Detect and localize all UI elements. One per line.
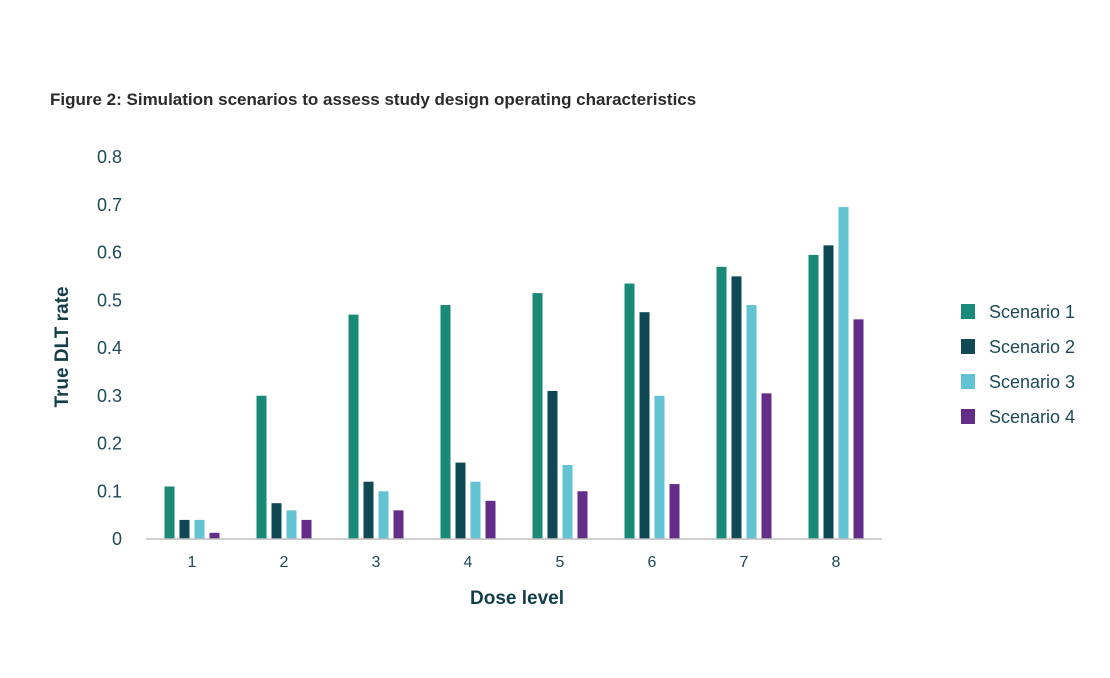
bar: [470, 481, 481, 539]
bar: [485, 500, 496, 539]
bar: [393, 510, 404, 539]
x-tick-label: 3: [372, 554, 381, 571]
legend-label: Scenario 3: [989, 372, 1075, 392]
y-tick-label: 0: [112, 529, 122, 549]
y-axis-ticks: 0 0.1 0.2 0.3 0.4 0.5 0.6 0.7 0.8: [97, 147, 122, 549]
bar: [823, 245, 834, 539]
legend-swatch: [961, 409, 975, 424]
bar: [194, 519, 205, 539]
bars: [164, 207, 864, 539]
bar: [209, 532, 220, 539]
x-tick-label: 8: [832, 554, 841, 571]
x-axis-ticks: 1 2 3 4 5 6 7 8: [188, 554, 841, 571]
y-tick-label: 0.1: [97, 481, 122, 501]
x-tick-label: 7: [740, 554, 749, 571]
bar: [746, 305, 757, 539]
bar: [562, 464, 573, 539]
bar: [808, 254, 819, 539]
bar: [301, 519, 312, 539]
bar: [547, 390, 558, 539]
bar: [639, 312, 650, 539]
x-axis-title: Dose level: [470, 588, 564, 609]
y-axis-title: True DLT rate: [52, 286, 73, 407]
legend-label: Scenario 4: [989, 407, 1075, 427]
bar: [669, 484, 680, 539]
x-tick-label: 6: [648, 554, 657, 571]
bar: [838, 207, 849, 539]
chart-title: Figure 2: Simulation scenarios to assess…: [50, 90, 697, 109]
y-tick-label: 0.8: [97, 147, 122, 167]
y-tick-label: 0.5: [97, 290, 122, 310]
x-tick-label: 5: [556, 554, 565, 571]
bar: [179, 519, 190, 539]
y-tick-label: 0.2: [97, 434, 122, 454]
legend-swatch: [961, 339, 975, 354]
bar: [348, 314, 359, 539]
legend-swatch: [961, 304, 975, 319]
bar: [455, 462, 466, 539]
bar: [440, 305, 451, 539]
bar: [363, 481, 374, 539]
bar: [271, 503, 282, 539]
bar: [716, 266, 727, 539]
y-tick-label: 0.4: [97, 338, 122, 358]
bar: [577, 491, 588, 539]
bar: [164, 486, 175, 539]
x-tick-label: 2: [280, 554, 289, 571]
bar: [654, 395, 665, 539]
legend-swatch: [961, 374, 975, 389]
bar: [286, 510, 297, 539]
x-tick-label: 4: [464, 554, 473, 571]
bar: [624, 283, 635, 539]
legend: Scenario 1 Scenario 2 Scenario 3 Scenario 4: [961, 302, 1075, 427]
bar: [731, 276, 742, 539]
x-tick-label: 1: [188, 554, 197, 571]
y-tick-label: 0.3: [97, 386, 122, 406]
bar: [256, 395, 267, 539]
y-tick-label: 0.6: [97, 243, 122, 263]
bar: [378, 491, 389, 539]
legend-label: Scenario 2: [989, 337, 1075, 357]
y-tick-label: 0.7: [97, 195, 122, 215]
bar: [761, 393, 772, 539]
legend-label: Scenario 1: [989, 302, 1075, 322]
bar: [532, 293, 543, 539]
bar: [853, 319, 864, 539]
